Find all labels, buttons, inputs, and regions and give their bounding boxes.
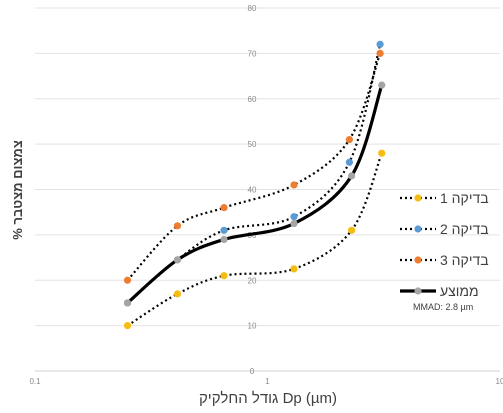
data-point xyxy=(376,49,384,57)
data-point xyxy=(348,172,356,180)
data-point xyxy=(290,213,298,221)
data-point xyxy=(348,226,356,234)
legend-label: בדיקה 2 xyxy=(440,221,489,237)
legend-label: בדיקה 1 xyxy=(440,190,489,206)
test-line xyxy=(126,152,383,327)
legend-item: בדיקה 3 xyxy=(400,252,489,268)
x-tick-label: 1 xyxy=(265,377,270,386)
data-point xyxy=(123,322,132,330)
series-layer xyxy=(123,40,386,330)
series-3 xyxy=(123,49,384,284)
data-point xyxy=(290,265,298,273)
data-point xyxy=(378,81,386,89)
y-tick-label: 0 xyxy=(250,367,255,376)
data-point xyxy=(173,222,182,230)
legend-item: בדיקה 2 xyxy=(400,221,489,237)
x-axis-label: גודל החלקיק Dp (µm) xyxy=(199,390,337,407)
y-tick-label: 50 xyxy=(248,140,257,149)
legend-label: ממוצע xyxy=(440,283,479,299)
legend: בדיקה 1 בדיקה 2 בדיקה 3 ממוצע xyxy=(400,190,489,299)
y-tick-label: 60 xyxy=(248,95,257,104)
legend-marker xyxy=(414,287,422,295)
data-point xyxy=(123,299,132,307)
data-point xyxy=(378,149,386,157)
mmad-annotation: MMAD: 2.8 µm xyxy=(413,302,473,312)
average-line xyxy=(126,84,384,305)
data-point xyxy=(220,204,228,212)
data-point xyxy=(123,276,132,284)
data-point xyxy=(376,40,384,48)
y-tick-label: 70 xyxy=(248,49,257,58)
series-2 xyxy=(123,40,384,307)
gridlines xyxy=(35,7,500,372)
legend-item: בדיקה 1 xyxy=(400,190,489,206)
y-axis-label: % צמצום מצטבר xyxy=(10,140,25,240)
data-point xyxy=(173,256,182,264)
data-point xyxy=(290,181,298,189)
data-point xyxy=(220,226,228,234)
y-tick-label: 80 xyxy=(248,4,257,13)
x-tick-labels: 0.1 1 10 xyxy=(29,377,503,386)
data-point xyxy=(345,158,353,166)
legend-marker xyxy=(414,256,422,264)
legend-item: ממוצע xyxy=(400,283,479,299)
x-tick-label: 0.1 xyxy=(29,377,41,386)
series-1 xyxy=(123,149,386,330)
legend-label: בדיקה 3 xyxy=(440,252,489,268)
data-point xyxy=(220,272,228,280)
data-point xyxy=(345,135,353,144)
data-point xyxy=(173,290,182,298)
legend-marker xyxy=(414,194,422,202)
y-tick-label: 40 xyxy=(248,186,257,195)
y-tick-label: 20 xyxy=(248,276,257,285)
legend-marker xyxy=(414,225,422,233)
x-tick-label: 10 xyxy=(496,377,503,386)
test-line xyxy=(126,44,382,304)
test-line xyxy=(126,53,382,281)
data-point xyxy=(290,219,298,228)
data-point xyxy=(220,235,228,244)
series-4 xyxy=(123,81,386,307)
y-tick-label: 10 xyxy=(248,322,257,331)
